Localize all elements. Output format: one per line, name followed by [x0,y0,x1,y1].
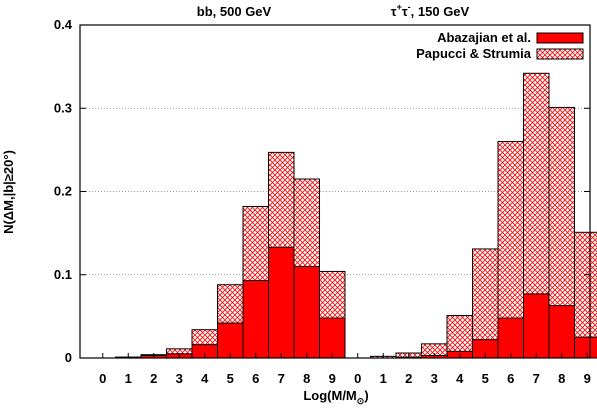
legend-swatch-papucci [536,48,584,60]
y-tick-label: 0.3 [54,100,72,115]
bar-abazajian [217,322,244,359]
panel-title-tautau: τ+τ-, 150 GeV [391,2,470,19]
x-tick-label: 2 [150,371,157,386]
x-tick-label: 2 [405,371,412,386]
bar-abazajian [242,280,269,359]
bar-abazajian [574,336,597,359]
legend-label-papucci: Papucci & Strumia [416,46,532,61]
bar-abazajian [293,265,320,359]
y-tick-label: 0.1 [54,267,72,282]
x-axis-title: Log(M/M⊙) [303,388,368,406]
x-tick-label: 8 [303,371,310,386]
x-tick-label: 8 [558,371,565,386]
x-tick-label: 1 [125,371,132,386]
y-tick-label: 0.4 [54,17,73,32]
legend: Abazajian et al. Papucci & Strumia [416,30,584,61]
y-axis-ticks: 0 0.1 0.2 0.3 0.4 [54,17,590,365]
bar-abazajian [319,317,346,359]
x-tick-label: 3 [431,371,438,386]
x-tick-label: 4 [456,371,464,386]
x-tick-label: 0 [354,371,361,386]
x-tick-label: 5 [227,371,234,386]
x-tick-label: 7 [278,371,285,386]
x-tick-label: 1 [380,371,387,386]
y-tick-label: 0.2 [54,184,72,199]
x-tick-label: 5 [482,371,489,386]
bars [115,72,597,359]
x-tick-label: 0 [99,371,106,386]
x-tick-label: 3 [176,371,183,386]
bar-abazajian [497,317,524,359]
y-axis-title: N(ΔM,|b|≥20°) [1,150,16,234]
x-tick-label: 4 [201,371,209,386]
bar-abazajian [548,305,575,359]
x-tick-label: 6 [507,371,514,386]
x-tick-label: 9 [584,371,591,386]
legend-swatch-abazajian [536,32,584,44]
y-tick-label: 0 [65,350,72,365]
legend-label-abazajian: Abazajian et al. [437,30,531,45]
bar-abazajian [523,293,550,359]
bar-abazajian [268,246,295,359]
x-tick-label: 7 [533,371,540,386]
x-tick-label: 6 [252,371,259,386]
x-tick-label: 9 [329,371,336,386]
panel-title-bb: bb, 500 GeV [197,4,272,19]
x-axis-ticks: 0 1 2 3 4 5 6 7 8 9 0 1 2 3 4 5 6 7 8 9 [99,353,591,386]
